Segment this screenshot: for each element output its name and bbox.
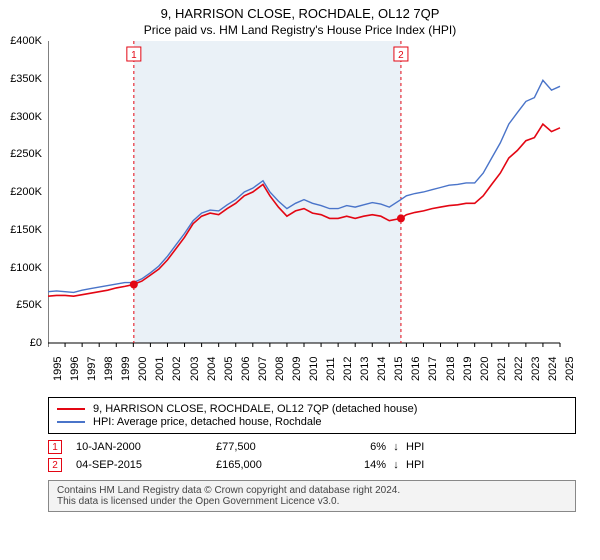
- x-axis-label: 2019: [462, 357, 474, 381]
- x-axis-label: 1997: [86, 357, 98, 381]
- legend: 9, HARRISON CLOSE, ROCHDALE, OL12 7QP (d…: [48, 397, 576, 434]
- x-axis-label: 2020: [479, 357, 491, 381]
- x-axis-label: 2018: [445, 357, 457, 381]
- y-axis-label: £150K: [0, 224, 42, 236]
- x-axis-label: 1999: [120, 357, 132, 381]
- x-axis-label: 2005: [223, 357, 235, 381]
- sale-marker-dot: [130, 280, 138, 288]
- x-axis-label: 2012: [342, 357, 354, 381]
- x-axis-label: 2022: [513, 357, 525, 381]
- x-axis-label: 2016: [410, 357, 422, 381]
- x-axis-label: 2000: [137, 357, 149, 381]
- sale-price: £77,500: [216, 441, 326, 453]
- x-axis-label: 2024: [547, 357, 559, 381]
- x-axis-label: 2007: [257, 357, 269, 381]
- x-axis-label: 1998: [103, 357, 115, 381]
- x-axis-label: 1996: [69, 357, 81, 381]
- sale-date: 04-SEP-2015: [76, 459, 216, 471]
- y-axis-label: £250K: [0, 148, 42, 160]
- x-axis-label: 2015: [393, 357, 405, 381]
- footer-line-2: This data is licensed under the Open Gov…: [57, 496, 567, 507]
- x-axis-label: 2021: [496, 357, 508, 381]
- x-axis-label: 2013: [359, 357, 371, 381]
- y-axis-label: £0: [0, 337, 42, 349]
- legend-swatch: [57, 421, 85, 423]
- sale-date: 10-JAN-2000: [76, 441, 216, 453]
- x-axis-label: 2006: [240, 357, 252, 381]
- x-axis-label: 2003: [189, 357, 201, 381]
- sale-number-badge: 1: [48, 440, 62, 454]
- legend-item: HPI: Average price, detached house, Roch…: [57, 416, 567, 428]
- sale-row: 1 10-JAN-2000 £77,500 6% ↓ HPI: [48, 438, 576, 456]
- chart-svg: 12: [48, 41, 568, 351]
- x-axis-label: 2004: [206, 357, 218, 381]
- y-axis-label: £200K: [0, 186, 42, 198]
- x-axis-label: 2014: [376, 357, 388, 381]
- sale-marker-number: 1: [131, 50, 137, 61]
- x-axis-label: 2009: [291, 357, 303, 381]
- y-axis-label: £100K: [0, 262, 42, 274]
- legend-item: 9, HARRISON CLOSE, ROCHDALE, OL12 7QP (d…: [57, 403, 567, 415]
- legend-label: 9, HARRISON CLOSE, ROCHDALE, OL12 7QP (d…: [93, 403, 417, 415]
- chart-subtitle: Price paid vs. HM Land Registry's House …: [0, 21, 600, 41]
- sale-pct: 6%: [326, 441, 386, 453]
- sale-hpi-label: HPI: [406, 459, 446, 471]
- chart-title: 9, HARRISON CLOSE, ROCHDALE, OL12 7QP: [0, 0, 600, 21]
- sale-hpi-label: HPI: [406, 441, 446, 453]
- x-axis-label: 2002: [171, 357, 183, 381]
- sale-marker-dot: [397, 214, 405, 222]
- sale-number-badge: 2: [48, 458, 62, 472]
- x-axis-label: 2001: [154, 357, 166, 381]
- x-axis-label: 2011: [325, 357, 337, 381]
- y-axis-label: £400K: [0, 35, 42, 47]
- sale-marker-number: 2: [398, 50, 404, 61]
- chart-container: 9, HARRISON CLOSE, ROCHDALE, OL12 7QP Pr…: [0, 0, 600, 560]
- sale-pct: 14%: [326, 459, 386, 471]
- y-axis-label: £300K: [0, 111, 42, 123]
- x-axis-label: 1995: [52, 357, 64, 381]
- sale-price: £165,000: [216, 459, 326, 471]
- y-axis-label: £350K: [0, 73, 42, 85]
- legend-swatch: [57, 408, 85, 410]
- x-axis-label: 2008: [274, 357, 286, 381]
- x-axis-label: 2010: [308, 357, 320, 381]
- footer-line-1: Contains HM Land Registry data © Crown c…: [57, 485, 567, 496]
- chart-area: 12£0£50K£100K£150K£200K£250K£300K£350K£4…: [48, 41, 568, 391]
- y-axis-label: £50K: [0, 299, 42, 311]
- down-arrow-icon: ↓: [386, 441, 406, 453]
- footer-attribution: Contains HM Land Registry data © Crown c…: [48, 480, 576, 512]
- sales-table: 1 10-JAN-2000 £77,500 6% ↓ HPI 2 04-SEP-…: [48, 438, 576, 474]
- sale-row: 2 04-SEP-2015 £165,000 14% ↓ HPI: [48, 456, 576, 474]
- x-axis-label: 2023: [530, 357, 542, 381]
- legend-label: HPI: Average price, detached house, Roch…: [93, 416, 322, 428]
- x-axis-label: 2017: [427, 357, 439, 381]
- x-axis-label: 2025: [564, 357, 576, 381]
- down-arrow-icon: ↓: [386, 459, 406, 471]
